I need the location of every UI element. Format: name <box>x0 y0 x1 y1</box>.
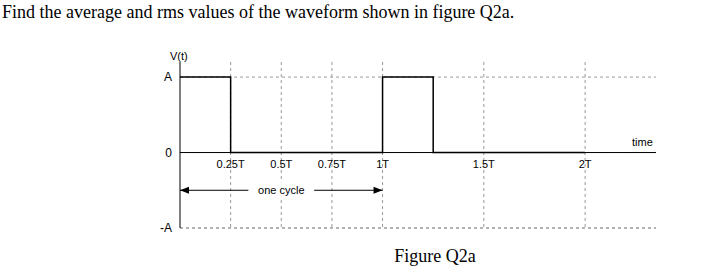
svg-text:-A: -A <box>160 221 172 235</box>
html-text:time: time <box>632 136 653 148</box>
html-text:Figure Q2a: Figure Q2a <box>394 246 476 266</box>
svg-text:0.5T: 0.5T <box>270 158 292 170</box>
html-text:Find the average and rms value: Find the average and rms values of the w… <box>2 2 515 22</box>
html-text:V(t): V(t) <box>170 50 188 62</box>
svg-text:1T: 1T <box>376 158 389 170</box>
svg-text:0: 0 <box>165 146 172 160</box>
svg-text:0.25T: 0.25T <box>217 158 245 170</box>
svg-text:0.75T: 0.75T <box>318 158 346 170</box>
svg-text:2T: 2T <box>579 158 592 170</box>
svg-text:A: A <box>164 70 172 84</box>
svg-text:1.5T: 1.5T <box>473 158 495 170</box>
svg-text:one cycle: one cycle <box>258 184 304 196</box>
